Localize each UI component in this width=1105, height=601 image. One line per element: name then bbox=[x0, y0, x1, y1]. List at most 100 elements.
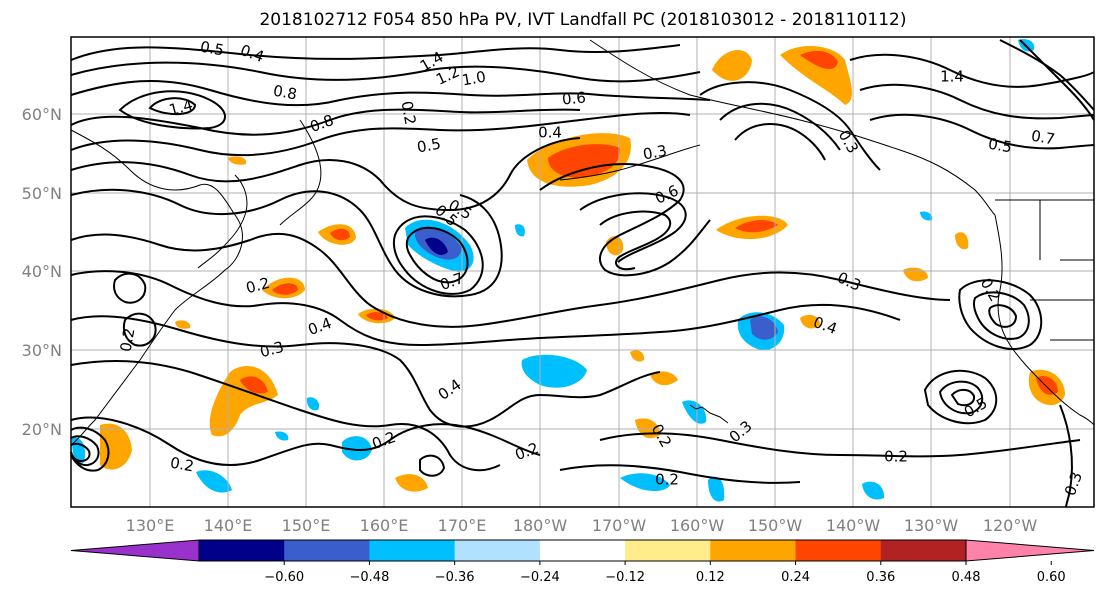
colorbar-tick-label: 0.36 bbox=[866, 570, 895, 585]
latitude-label: 40°N bbox=[22, 262, 62, 281]
longitude-label: 150°E bbox=[282, 516, 331, 535]
negative-pv-core bbox=[425, 237, 448, 255]
colorbar-segment bbox=[880, 540, 967, 561]
colorbar-segment bbox=[369, 540, 456, 561]
contour-label: 0.6 bbox=[561, 88, 586, 108]
negative-pv-anomaly bbox=[862, 481, 885, 500]
positive-pv-anomaly bbox=[175, 320, 191, 329]
colorbar-tick-label: −0.48 bbox=[350, 570, 390, 585]
positive-pv-anomaly bbox=[650, 371, 678, 386]
colorbar-segment bbox=[454, 540, 541, 561]
colorbar-tick-label: −0.24 bbox=[520, 570, 560, 585]
positive-pv-core bbox=[240, 376, 268, 394]
contour-label: 0.2 bbox=[117, 327, 139, 354]
positive-pv-core bbox=[366, 312, 388, 321]
contour-label: 0.2 bbox=[655, 471, 679, 489]
contour-label: 0.7 bbox=[1030, 127, 1057, 149]
colorbar-extend-low bbox=[70, 539, 200, 562]
contour-label: 1.4 bbox=[167, 96, 195, 120]
coastline-asia bbox=[70, 129, 243, 446]
positive-pv-anomaly bbox=[395, 474, 428, 492]
longitude-label: 140°W bbox=[826, 516, 881, 535]
positive-pv-anomaly bbox=[955, 232, 969, 250]
negative-pv-anomaly bbox=[521, 354, 587, 388]
positive-pv-core bbox=[735, 220, 778, 233]
negative-pv-anomaly bbox=[275, 431, 289, 441]
colorbar-tick-label: −0.60 bbox=[264, 570, 304, 585]
negative-pv-anomaly bbox=[342, 436, 372, 461]
colorbar-segment bbox=[539, 540, 626, 561]
positive-pv-core bbox=[1036, 375, 1058, 395]
colorbar-tick-label: −0.12 bbox=[605, 570, 645, 585]
contour-label: 0.5 bbox=[987, 135, 1014, 157]
negative-pv-anomaly bbox=[708, 476, 725, 502]
longitude-label: 170°W bbox=[592, 516, 647, 535]
colorbar-segment bbox=[284, 540, 370, 561]
positive-pv-core bbox=[330, 228, 350, 241]
map-title: 2018102712 F054 850 hPa PV, IVT Landfall… bbox=[259, 10, 906, 30]
coastline-kamchatka bbox=[279, 119, 322, 226]
map-area bbox=[71, 37, 1094, 507]
colorbar-tick-label: 0.12 bbox=[696, 570, 725, 585]
negative-pv-anomaly bbox=[682, 400, 707, 424]
negative-pv-anomaly bbox=[920, 211, 933, 221]
coastline-alaska bbox=[589, 39, 996, 216]
longitude-labels: 130°E 140°E 150°E 160°E 170°E 180°W 170°W 160°W… bbox=[126, 516, 1038, 535]
colorbar-extend-high bbox=[965, 539, 1095, 562]
colorbar-segment bbox=[199, 540, 285, 561]
contour-label: 0.4 bbox=[538, 124, 562, 142]
coastline-japan bbox=[197, 174, 248, 269]
positive-pv-anomaly bbox=[228, 156, 247, 165]
longitude-label: 150°W bbox=[748, 516, 803, 535]
longitude-label: 130°E bbox=[126, 516, 175, 535]
coastline-north-america bbox=[994, 214, 1095, 426]
coastline-hawaii bbox=[689, 404, 729, 424]
contour-label: 0.2 bbox=[398, 100, 420, 127]
positive-pv-core bbox=[800, 50, 838, 70]
colorbar-segment bbox=[710, 540, 797, 561]
latitude-label: 20°N bbox=[22, 420, 62, 439]
contour-label: 1.4 bbox=[940, 68, 964, 86]
negative-pv-core bbox=[750, 316, 778, 340]
colorbar-segment bbox=[625, 540, 711, 561]
colorbar-tick-label: 0.60 bbox=[1037, 570, 1066, 585]
contour-label: 0.5 bbox=[199, 38, 226, 60]
negative-pv-anomaly bbox=[515, 224, 525, 237]
contour-label: 0.3 bbox=[642, 142, 669, 164]
positive-pv-anomaly bbox=[630, 350, 645, 362]
colorbar-frame bbox=[198, 539, 967, 562]
longitude-label: 160°E bbox=[360, 516, 409, 535]
colorbar-tick-label: −0.36 bbox=[435, 570, 475, 585]
longitude-label: 130°W bbox=[904, 516, 959, 535]
longitude-label: 180°W bbox=[513, 516, 568, 535]
contour-label: 0.2 bbox=[884, 448, 908, 466]
longitude-label: 120°W bbox=[983, 516, 1038, 535]
contour-lines bbox=[70, 39, 1095, 508]
colorbar-segment bbox=[795, 540, 882, 561]
contour-label: 0.2 bbox=[244, 274, 272, 298]
coastlines bbox=[70, 39, 1095, 446]
contour-label: 1.0 bbox=[461, 68, 488, 90]
negative-pv-anomaly bbox=[620, 473, 670, 492]
positive-pv-core bbox=[548, 144, 621, 178]
latitude-label: 50°N bbox=[22, 184, 62, 203]
contour-label: 0.3 bbox=[258, 338, 286, 362]
positive-pv-anomaly bbox=[800, 314, 820, 329]
latitude-label: 30°N bbox=[22, 341, 62, 360]
latitude-labels: 20°N 30°N 40°N 50°N 60°N bbox=[22, 105, 62, 439]
negative-pv-anomaly bbox=[306, 397, 320, 411]
colorbar: −0.60 −0.48 −0.36 −0.24 −0.12 0.12 0.24 0.36 0.4… bbox=[70, 539, 1095, 585]
negative-pv-anomaly bbox=[196, 470, 232, 493]
map-border bbox=[70, 36, 1095, 508]
contour-label: 0.8 bbox=[272, 82, 299, 104]
contour-label: 0.2 bbox=[169, 454, 196, 476]
longitude-label: 140°E bbox=[204, 516, 253, 535]
latitude-label: 60°N bbox=[22, 105, 62, 124]
positive-pv-core bbox=[272, 283, 298, 295]
positive-pv-anomaly bbox=[712, 49, 752, 81]
coastline-aleutians bbox=[559, 144, 701, 181]
longitude-label: 170°E bbox=[438, 516, 487, 535]
longitude-label: 160°W bbox=[670, 516, 725, 535]
us-canada-border bbox=[995, 199, 1094, 341]
